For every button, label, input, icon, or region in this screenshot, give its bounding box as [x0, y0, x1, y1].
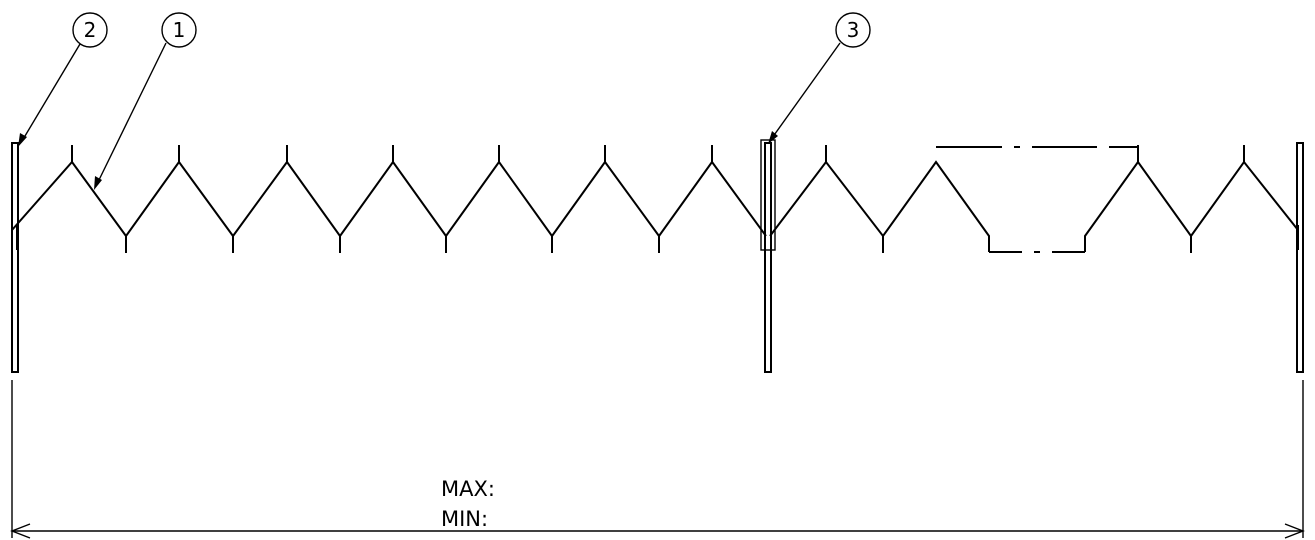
overall-dimension: MAX: MIN:: [10, 380, 1305, 539]
post-right: [1296, 142, 1304, 373]
post-left: [11, 142, 19, 373]
dimension-arrow-right: [1284, 523, 1305, 539]
dimension-arrow-left: [10, 523, 31, 539]
arrowhead-3: [768, 131, 778, 144]
arrowhead-1: [94, 176, 102, 190]
picket-ticks-top: [71, 145, 1245, 162]
picket-ticks-bottom: [125, 236, 1192, 253]
balloon-2-label: 2: [84, 18, 97, 42]
dimension-max-label: MAX:: [441, 477, 495, 501]
balloon-2: 2: [18, 12, 108, 147]
balloon-3: 3: [768, 12, 871, 144]
post-middle: [760, 139, 776, 373]
balloon-1-label: 1: [173, 18, 186, 42]
zigzag-left-section: [11, 160, 767, 238]
arrowhead-2: [18, 133, 27, 147]
leader-2: [21, 43, 81, 142]
balloon-3-label: 3: [847, 18, 860, 42]
balloon-1: 1: [94, 12, 197, 190]
zigzag-right-section: [769, 160, 1299, 252]
dimension-min-label: MIN:: [441, 507, 488, 531]
leader-1: [96, 42, 167, 185]
leader-3: [771, 42, 841, 139]
